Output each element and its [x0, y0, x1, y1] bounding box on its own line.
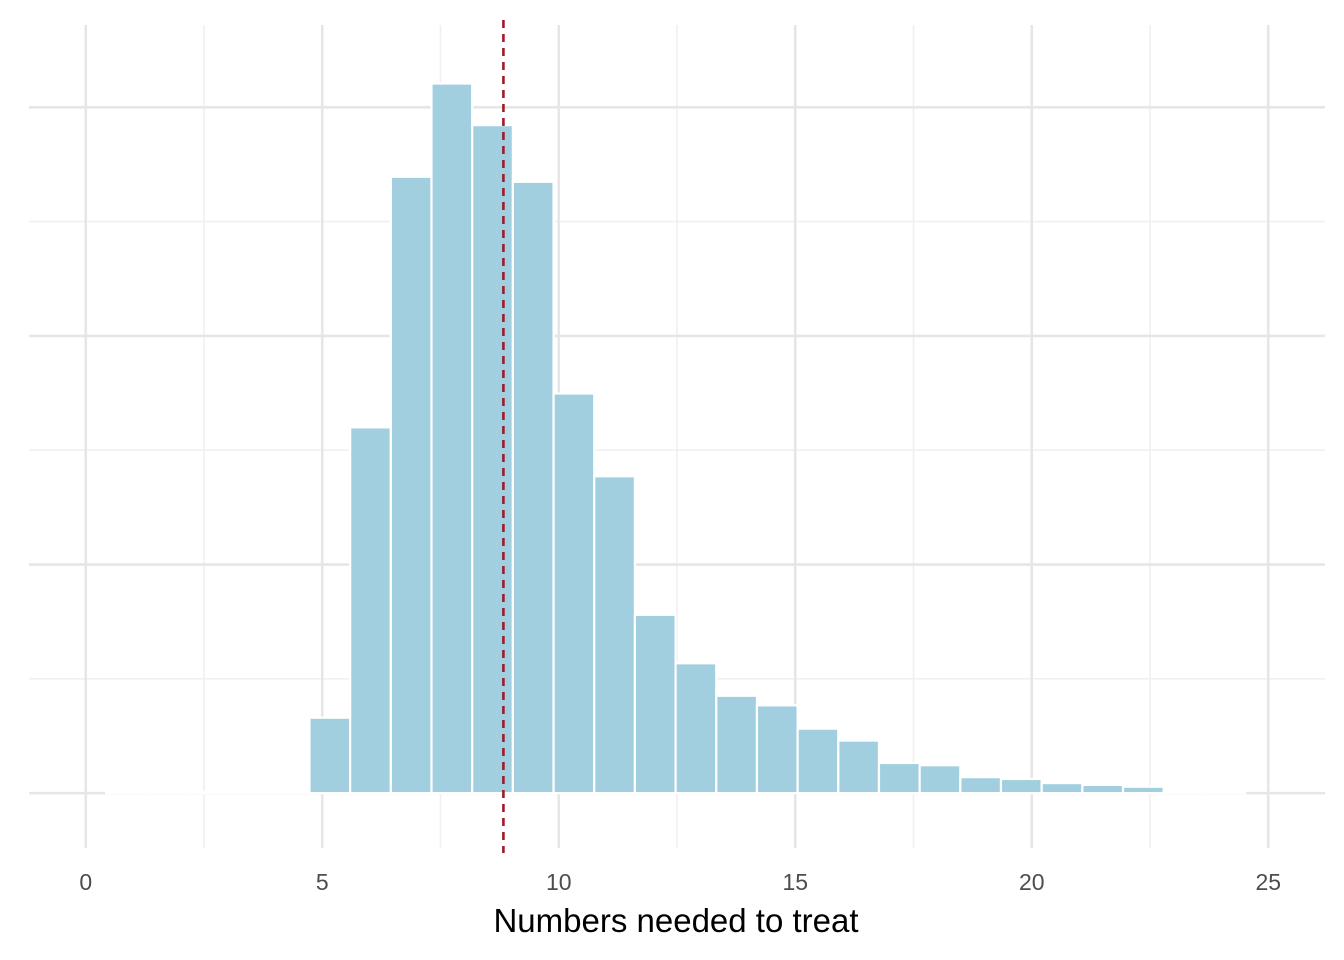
x-tick-label: 5 [316, 869, 329, 895]
histogram-bar [227, 791, 270, 795]
histogram-bar [918, 764, 962, 795]
histogram-bar [349, 426, 392, 795]
histogram-bar [877, 761, 921, 795]
histogram-bar [552, 392, 596, 795]
histogram-bar [837, 739, 881, 795]
histogram-bar [430, 82, 474, 795]
bars-layer [104, 82, 1247, 795]
histogram-bar [1121, 785, 1165, 795]
histogram-bar [471, 124, 514, 795]
histogram-bar [1081, 783, 1125, 795]
x-tick-labels: 0 5 10 15 20 25 [79, 869, 1281, 895]
histogram-bar [593, 475, 637, 795]
histogram-bar [633, 613, 677, 795]
x-tick-label: 20 [1019, 869, 1045, 895]
histogram-bar [674, 662, 718, 795]
histogram-bar [511, 180, 555, 795]
x-tick-label: 15 [782, 869, 808, 895]
x-tick-label: 10 [546, 869, 572, 895]
histogram-bar [104, 791, 148, 795]
histogram-bar [715, 694, 759, 795]
histogram-bar [959, 776, 1003, 795]
grid-layer [29, 25, 1325, 848]
x-tick-label: 0 [79, 869, 92, 895]
x-tick-label: 25 [1255, 869, 1281, 895]
histogram-bar [1040, 781, 1084, 795]
histogram-bar [796, 727, 840, 795]
histogram-bar [267, 791, 311, 795]
histogram-bar [145, 791, 189, 795]
histogram-bar [999, 777, 1043, 795]
histogram-bar [308, 716, 352, 795]
histogram-bar [755, 704, 799, 795]
histogram-bar [186, 791, 230, 795]
histogram-bar [1203, 790, 1247, 795]
x-axis-title: Numbers needed to treat [493, 902, 858, 939]
histogram-bar [389, 175, 433, 795]
histogram-bar [1162, 790, 1206, 795]
